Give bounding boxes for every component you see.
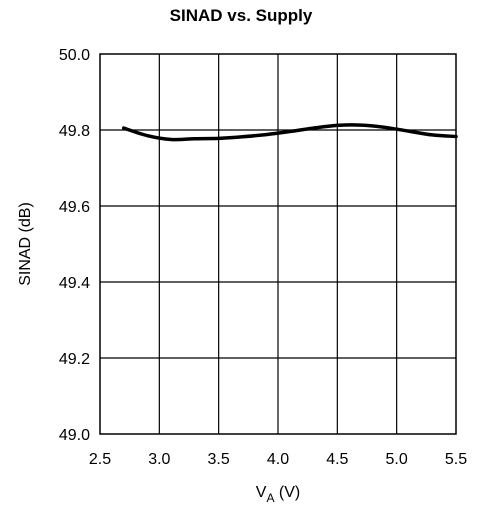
x-tick-label: 5.5	[445, 451, 467, 468]
y-tick-label: 49.8	[59, 123, 90, 140]
x-tick-label: 2.5	[89, 451, 111, 468]
y-tick-label: 49.0	[59, 427, 90, 444]
x-tick-label: 3.5	[208, 451, 230, 468]
series-line	[121, 123, 458, 142]
y-tick-label: 49.2	[59, 351, 90, 368]
x-tick-labels: 2.5 3.0 3.5 4.0 4.5 5.0 5.5	[89, 451, 467, 468]
x-tick-label: 4.0	[267, 451, 289, 468]
plot-frame	[99, 53, 457, 435]
x-axis-label-subscript: A	[266, 491, 274, 505]
y-tick-label: 49.6	[59, 199, 90, 216]
x-tick-label: 3.0	[148, 451, 170, 468]
chart-title: SINAD vs. Supply	[169, 6, 313, 25]
y-tick-labels: 49.0 49.2 49.4 49.6 49.8 50.0	[59, 47, 90, 444]
y-axis-label: SINAD (dB)	[17, 202, 34, 286]
y-tick-label: 50.0	[59, 47, 90, 64]
x-axis-label-main: V	[256, 484, 267, 501]
y-tick-label: 49.4	[59, 275, 90, 292]
x-axis-label: VA (V)	[256, 484, 300, 505]
x-axis-label-unit: (V)	[274, 484, 300, 501]
grid-lines	[100, 54, 456, 434]
x-tick-label: 5.0	[386, 451, 408, 468]
x-tick-label: 4.5	[326, 451, 348, 468]
